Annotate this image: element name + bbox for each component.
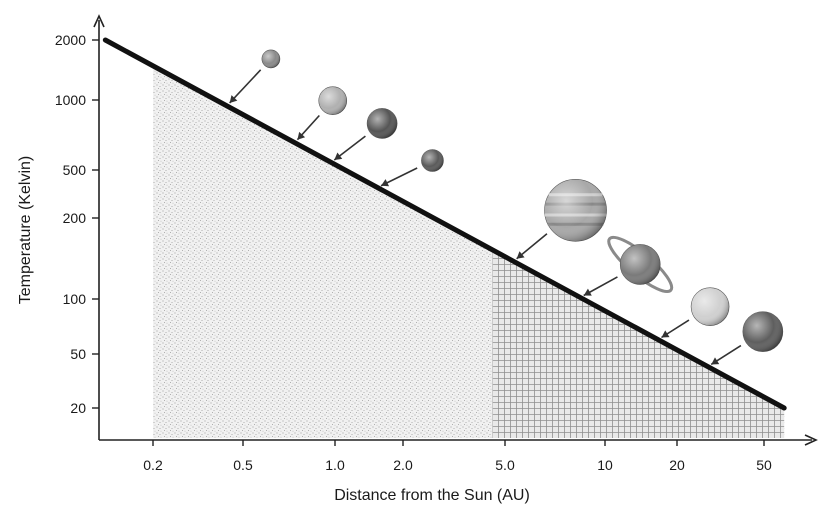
grid-hatched-region: [492, 249, 785, 438]
y-tick-label: 200: [63, 210, 87, 226]
x-axis-title: Distance from the Sun (AU): [334, 487, 530, 504]
saturn-icon: [607, 235, 674, 293]
x-tick-label: 5.0: [495, 457, 515, 473]
x-tick-label: 0.5: [233, 457, 253, 473]
x-tick-label: 50: [756, 457, 772, 473]
y-tick-label: 20: [70, 400, 86, 416]
jupiter-icon: [544, 178, 607, 242]
x-tick-label: 2.0: [393, 457, 413, 473]
planet-pointer-arrowhead: [583, 288, 592, 296]
y-tick-label: 100: [63, 291, 87, 307]
x-tick-label: 10: [597, 457, 613, 473]
planet-pointer-arrowhead: [297, 131, 306, 140]
planet-pointer-arrowhead: [711, 357, 720, 365]
planet-pointer-arrowhead: [229, 95, 238, 103]
neptune-icon: [742, 311, 784, 352]
uranus-icon: [690, 287, 730, 326]
y-axis-title: Temperature (Kelvin): [17, 156, 34, 305]
planet-pointer-arrowhead: [334, 152, 343, 160]
planet-pointer-arrowhead: [516, 251, 525, 259]
planet-pointer-arrowhead: [661, 330, 670, 338]
y-tick-label: 1000: [55, 92, 86, 108]
x-axis-arrow: [804, 434, 818, 446]
planet-pointer-arrow: [229, 69, 262, 104]
y-tick-label: 50: [70, 346, 86, 362]
mars-icon: [421, 149, 444, 172]
x-tick-label: 1.0: [325, 457, 345, 473]
planet-pointer-arrowhead: [381, 179, 390, 187]
y-tick-label: 2000: [55, 32, 86, 48]
y-tick-label: 500: [63, 162, 87, 178]
venus-icon: [318, 86, 348, 115]
y-axis-arrow: [93, 14, 105, 28]
mercury-icon: [261, 49, 281, 69]
earth-icon: [366, 108, 398, 139]
temperature-trend-line: [102, 37, 787, 411]
x-tick-label: 0.2: [143, 457, 163, 473]
x-tick-label: 20: [669, 457, 685, 473]
